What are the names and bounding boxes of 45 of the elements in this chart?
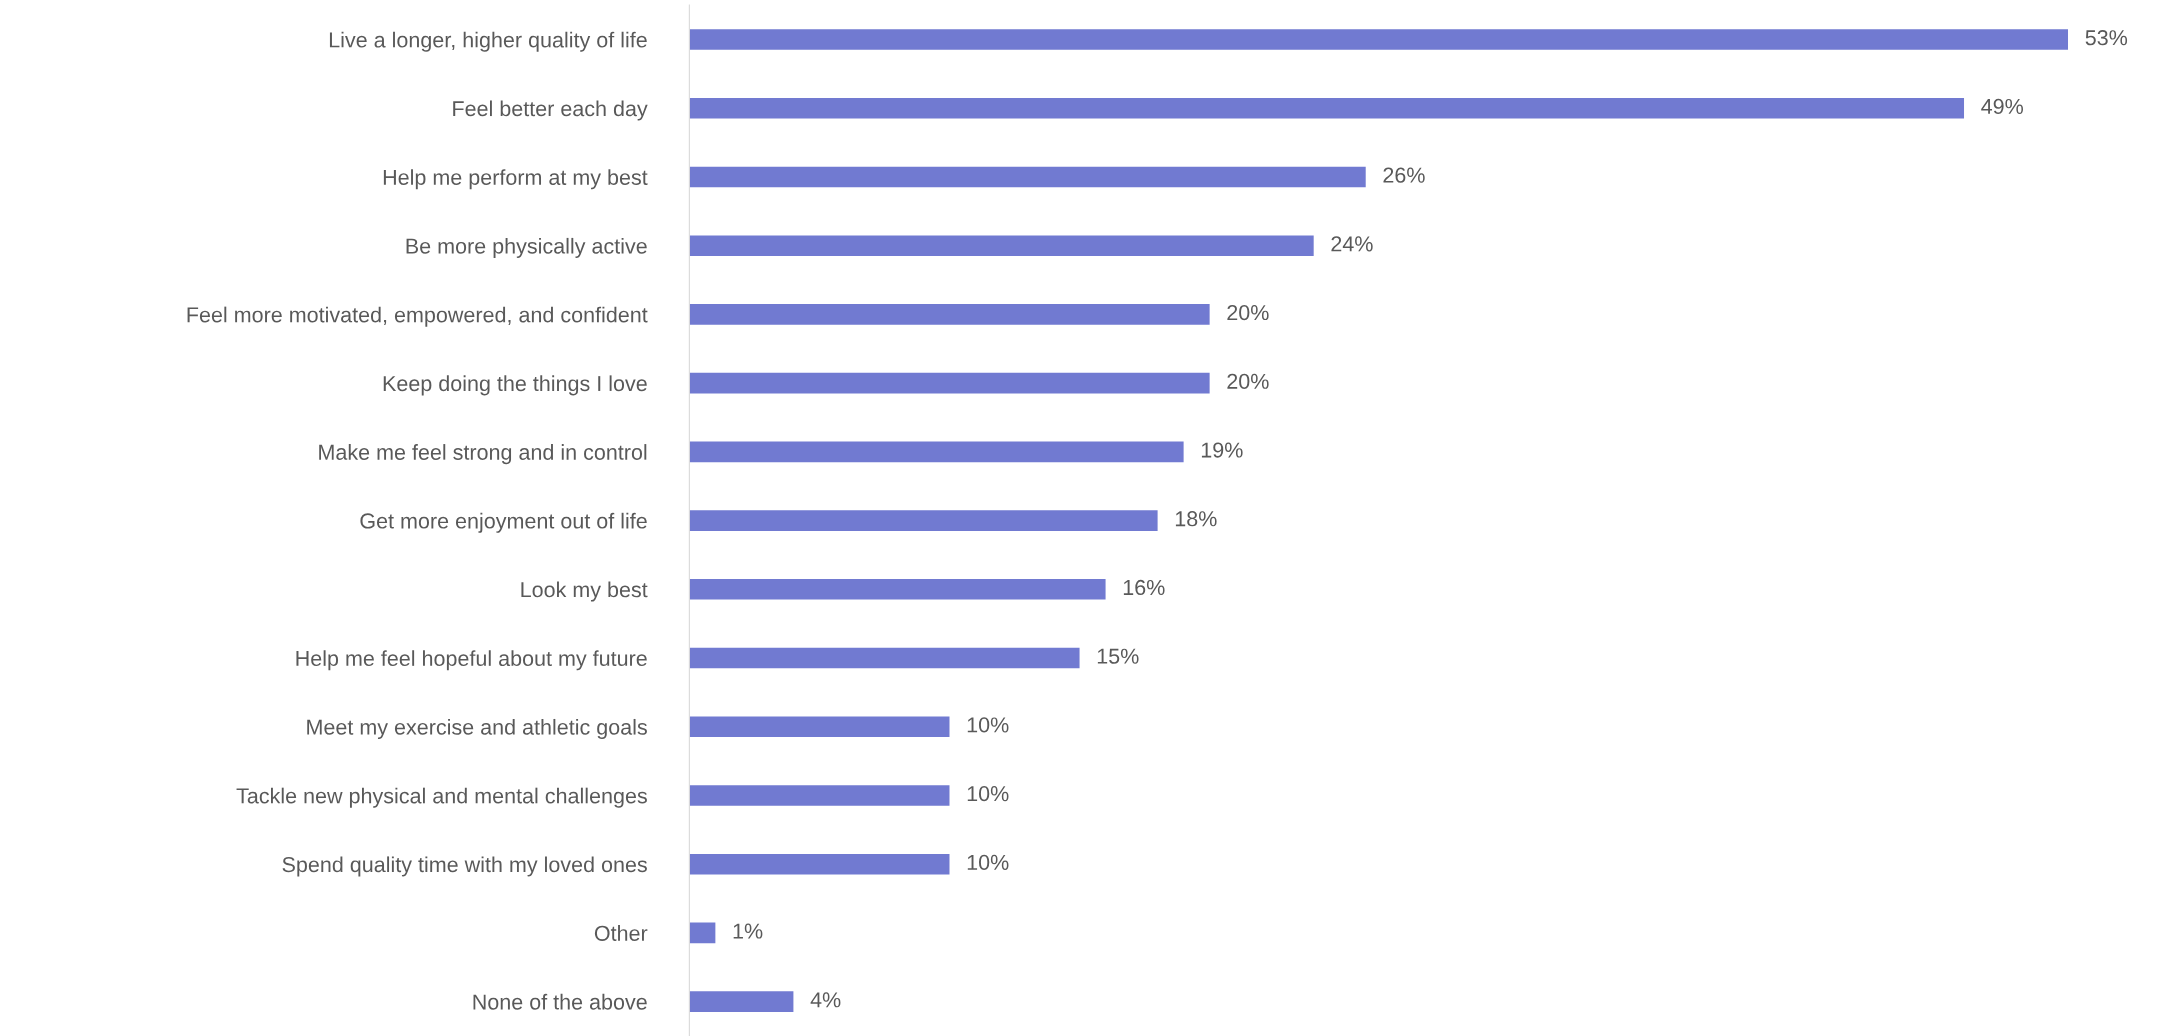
- y-tick-label: None of the above: [473, 993, 647, 1010]
- data-label: 4%: [810, 992, 841, 1008]
- bar: [689, 372, 1210, 394]
- y-tick-label: Meet my exercise and athletic goals: [307, 718, 647, 740]
- bar: [689, 991, 794, 1012]
- data-label: 10%: [967, 854, 1009, 870]
- y-tick-label: Feel better each day: [453, 100, 648, 121]
- bar: [689, 304, 1210, 325]
- bar: [689, 716, 950, 738]
- bar: [689, 235, 1314, 257]
- bar: [689, 510, 1158, 531]
- data-label: 24%: [1331, 236, 1373, 252]
- y-tick-label: Other: [594, 925, 648, 941]
- bar: [689, 579, 1106, 600]
- bar: [689, 785, 950, 806]
- data-label: 53%: [2085, 30, 2128, 46]
- bar: [689, 97, 1965, 119]
- y-tick-label: Spend quality time with my loved ones: [282, 856, 647, 877]
- y-tick-label: Tackle new physical and mental challenges: [236, 787, 647, 808]
- data-label: 15%: [1097, 648, 1139, 664]
- data-label: 49%: [1981, 98, 2024, 115]
- data-label: 16%: [1123, 579, 1165, 596]
- y-tick-label: Look my best: [521, 581, 648, 602]
- y-tick-label: Get more enjoyment out of life: [360, 512, 647, 533]
- data-label: 10%: [967, 717, 1009, 733]
- y-tick-label: Be more physically active: [406, 237, 647, 258]
- y-tick-label: Help me feel hopeful about my future: [296, 650, 647, 671]
- y-tick-label: Help me perform at my best: [383, 169, 648, 190]
- data-label: 10%: [967, 786, 1009, 802]
- bar: [689, 29, 2069, 50]
- data-label: 20%: [1227, 304, 1269, 321]
- data-label: 19%: [1201, 442, 1243, 458]
- data-label: 18%: [1175, 511, 1217, 527]
- bar: [689, 922, 716, 944]
- y-tick-label: Feel more motivated, empowered, and confident: [187, 306, 648, 327]
- bar: [689, 853, 950, 875]
- bar: [689, 441, 1184, 463]
- y-tick-label: Live a longer, higher quality of life: [329, 31, 647, 52]
- bar: [689, 166, 1366, 188]
- y-tick-label: Keep doing the things I love: [383, 375, 647, 396]
- data-label: 20%: [1227, 373, 1269, 389]
- y-tick-label: Make me feel strong and in control: [319, 444, 647, 465]
- data-label: 26%: [1383, 167, 1425, 183]
- bar: [689, 647, 1080, 669]
- data-label: 1%: [733, 923, 763, 939]
